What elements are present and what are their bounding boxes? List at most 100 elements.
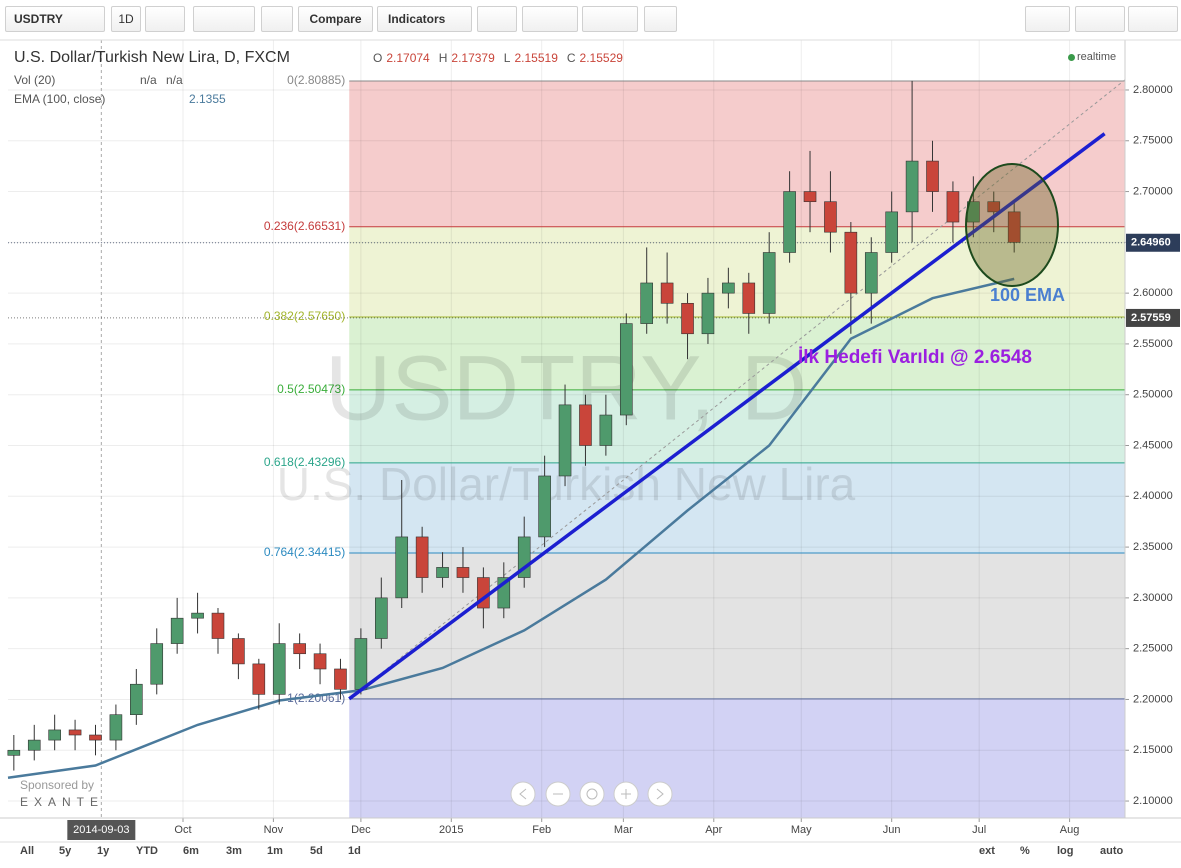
x-tick-label: Dec (351, 824, 371, 836)
reset-glyph (586, 788, 598, 800)
layout[interactable] (1025, 6, 1070, 32)
candle-body (191, 612, 204, 619)
indicators-button[interactable]: Indicators (377, 6, 472, 32)
realtime-status: realtime (1077, 51, 1117, 63)
candle-body (48, 729, 61, 741)
range-button[interactable]: 5y (59, 845, 72, 857)
x-tick-label: Jun (883, 824, 901, 836)
chart-style[interactable] (193, 6, 255, 32)
fib-band (349, 317, 1125, 390)
candle-body (619, 323, 633, 416)
scroll-right[interactable] (647, 781, 673, 807)
candle-body (7, 749, 21, 756)
plot-area: 0(2.80885) 0.236(2.66531) 0.382(2.57650) 0.… (7, 40, 1126, 818)
crosshair-label: 2014-09-03 (73, 824, 129, 836)
fib-band (349, 389, 1125, 463)
candle-body (701, 292, 715, 335)
candle-body (844, 231, 858, 294)
sponsor-text: Sponsored by (20, 778, 94, 792)
candle-body (864, 252, 878, 294)
interval[interactable]: 1D (111, 6, 141, 32)
ohlc-key: H (438, 51, 448, 65)
x-tick-label: Mar (614, 824, 633, 836)
range-button[interactable]: % (1020, 845, 1030, 857)
range-button[interactable]: 5d (310, 845, 323, 857)
candle-body (354, 638, 368, 690)
y-tick-label: 2.30000 (1133, 592, 1173, 604)
ohlc-value: 2.15519 (514, 51, 558, 65)
price-mark-label: 2.57559 (1131, 312, 1171, 324)
range-button[interactable]: 1m (267, 845, 283, 857)
ema-line (7, 277, 1015, 779)
x-tick-label: Aug (1060, 824, 1080, 836)
fib-label: 0.5(2.50473) (277, 382, 345, 396)
range-button[interactable]: log (1057, 845, 1074, 857)
candle-body (722, 282, 735, 294)
sponsor-brand[interactable]: EXANTE (20, 795, 104, 809)
annotation: 100 EMA (990, 285, 1065, 305)
save[interactable] (1075, 6, 1125, 32)
fullscreen[interactable] (644, 6, 677, 32)
candle-body (232, 638, 245, 665)
symbol-box[interactable]: USDTRY (5, 6, 105, 32)
compare-button[interactable]: Compare (298, 6, 373, 32)
undo-redo[interactable] (582, 6, 638, 32)
ohlc-value: 2.17074 (386, 51, 430, 65)
ideas[interactable] (522, 6, 578, 32)
legend-title: U.S. Dollar/Turkish New Lira, D, FXCM (14, 49, 290, 66)
candle-body (885, 211, 898, 253)
candle-body (395, 536, 409, 599)
ohlc-key: O (373, 51, 383, 65)
range-button[interactable]: 1y (97, 845, 110, 857)
candle-body (987, 201, 1001, 213)
price-mark-box (1126, 308, 1180, 327)
y-tick-label: 2.60000 (1133, 287, 1173, 299)
fib-label: 0(2.80885) (287, 73, 345, 87)
fib-band (349, 462, 1125, 554)
candle-body (150, 643, 164, 685)
candle-body (579, 404, 592, 446)
candle-body (252, 663, 266, 695)
annotation: İlk Hedefi Varıldı @ 2.6548 (798, 347, 1032, 368)
candle-body (742, 282, 756, 314)
candle-body (1007, 211, 1021, 243)
fib-label: 0.236(2.66531) (264, 219, 345, 233)
y-tick-label: 2.15000 (1133, 744, 1173, 756)
candle-body (109, 714, 123, 741)
range-button[interactable]: All (20, 845, 35, 857)
candle-body (89, 734, 102, 741)
y-tick-label: 2.25000 (1133, 643, 1173, 655)
range-button[interactable]: 3m (226, 845, 242, 857)
y-tick-label: 2.70000 (1133, 185, 1173, 197)
ohlc-key: C (566, 51, 576, 65)
candle-body (456, 567, 470, 578)
range-button[interactable]: auto (1100, 845, 1124, 857)
load[interactable] (1128, 6, 1178, 32)
range-button[interactable]: ext (979, 845, 995, 857)
alert[interactable] (477, 6, 517, 32)
reset[interactable] (579, 781, 605, 807)
x-tick-label: 2015 (439, 824, 463, 836)
candle-body (640, 282, 654, 324)
x-tick-label: Feb (532, 824, 551, 836)
x-tick-label: Jul (972, 824, 986, 836)
candle-body (681, 302, 694, 335)
y-tick-label: 2.10000 (1133, 795, 1173, 807)
candle-body (824, 201, 837, 233)
scroll-buttons (510, 781, 673, 807)
legend-volume: Vol (20) (14, 73, 56, 87)
candle-body (599, 414, 613, 446)
candle-body (293, 643, 306, 655)
settings[interactable] (261, 6, 293, 32)
range-button[interactable]: 6m (183, 845, 199, 857)
range-button[interactable]: YTD (136, 845, 158, 857)
candle-body (660, 282, 674, 304)
interval-menu[interactable] (145, 6, 185, 32)
price-mark-box (1126, 233, 1180, 252)
price-mark-label: 2.64960 (1131, 237, 1171, 249)
candle-body (436, 567, 449, 578)
scroll-left[interactable] (510, 781, 536, 807)
range-button[interactable]: 1d (348, 845, 361, 857)
x-tick-label: Apr (705, 824, 722, 836)
status-dot (1068, 54, 1075, 61)
